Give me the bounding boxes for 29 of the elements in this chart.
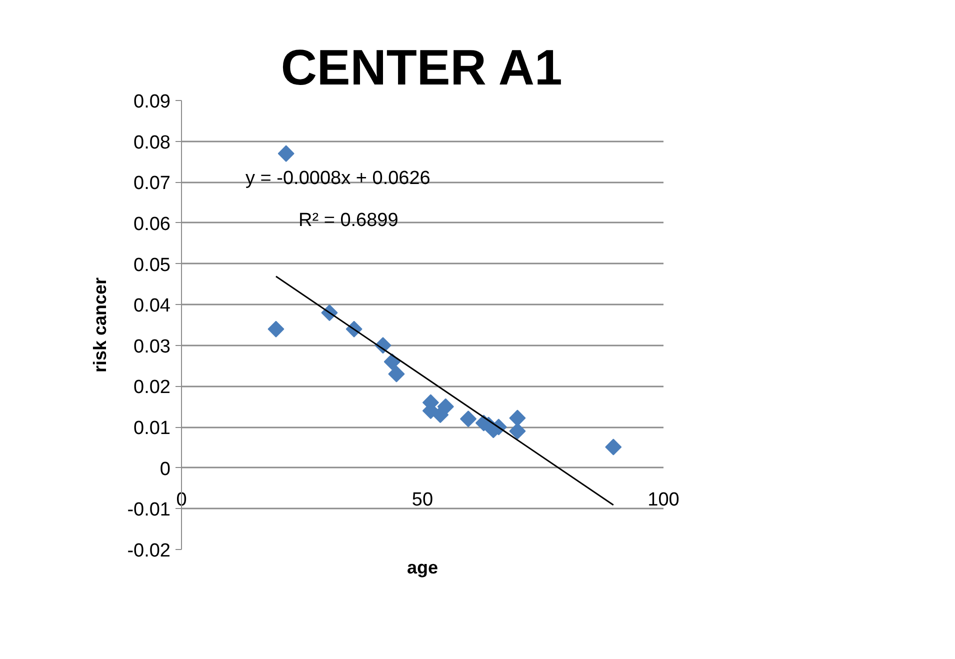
point	[268, 320, 284, 338]
x-tick-label: 50	[412, 490, 434, 510]
point	[278, 145, 294, 162]
x-tick-label: 0	[176, 490, 187, 510]
point	[509, 410, 526, 426]
y-tick-label: 0.04	[134, 296, 171, 317]
y-tick-label: 0.01	[134, 418, 171, 440]
y-tick-label: 0.07	[134, 173, 171, 194]
y-tick-label: -0.01	[127, 500, 171, 521]
point	[388, 366, 405, 382]
annotation: y = -0.0008x + 0.0626	[246, 168, 430, 189]
annotation: R² = 0.6899	[298, 210, 398, 231]
point	[605, 438, 622, 456]
y-tick-label: 0.08	[134, 132, 171, 154]
point	[460, 410, 477, 428]
y-tick-label: 0.05	[134, 254, 171, 276]
point	[384, 353, 400, 370]
point	[509, 422, 526, 440]
y-axis-title: risk cancer	[90, 277, 110, 373]
y-tick-label: 0.03	[134, 336, 171, 358]
y-tick-label: 0	[160, 458, 171, 480]
chart-title: CENTER A1	[280, 40, 562, 96]
y-tick-label: -0.02	[127, 540, 171, 562]
point	[432, 406, 449, 424]
y-tick-label: 0.09	[134, 92, 171, 112]
y-tick-label: 0.02	[134, 377, 171, 398]
x-axis-title: age	[406, 558, 438, 578]
x-tick-label: 100	[648, 490, 680, 510]
y-tick-label: 0.06	[134, 214, 171, 235]
